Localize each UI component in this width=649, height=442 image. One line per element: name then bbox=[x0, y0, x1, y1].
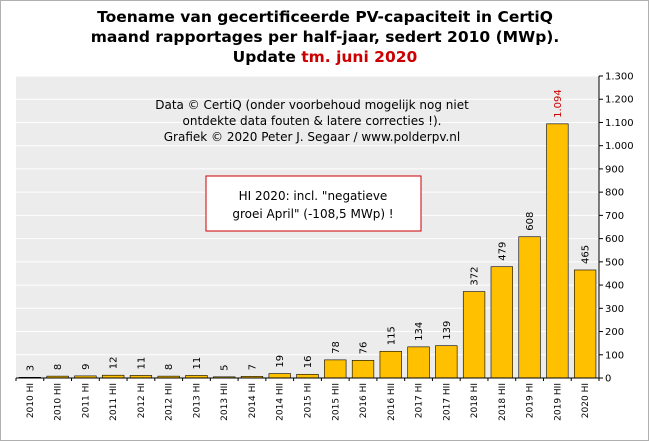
x-tick-label: 2011 HI bbox=[81, 383, 91, 418]
x-tick-label: 2016 HI bbox=[359, 383, 369, 418]
x-tick-label: 2017 HI bbox=[415, 383, 425, 418]
y-tick-label: 500 bbox=[605, 257, 624, 268]
note-line-3: Grafiek © 2020 Peter J. Segaar / www.pol… bbox=[164, 130, 461, 144]
bar bbox=[379, 350, 402, 379]
x-tick-label: 2012 HII bbox=[165, 383, 175, 421]
value-label: 9 bbox=[81, 364, 92, 370]
y-tick-label: 1.300 bbox=[605, 72, 634, 83]
bar bbox=[435, 345, 458, 379]
y-tick-label: 400 bbox=[605, 281, 624, 292]
annotation-box: HI 2020: incl. "negatieve groei April" (… bbox=[205, 175, 422, 232]
value-label: 8 bbox=[53, 364, 64, 370]
title-line-1: Toename van gecertificeerde PV-capacitei… bbox=[97, 8, 553, 26]
x-axis: 2010 HI 2010 HII 2011 HI 2011 HII 2012 HI 201… bbox=[15, 377, 600, 421]
chart-title: Toename van gecertificeerde PV-capacitei… bbox=[91, 8, 560, 66]
value-label: 12 bbox=[109, 356, 120, 369]
update-prefix: Update bbox=[233, 48, 302, 66]
value-label: 5 bbox=[220, 364, 231, 370]
y-tick-label: 1.100 bbox=[605, 118, 634, 129]
y-tick-label: 900 bbox=[605, 164, 624, 175]
x-tick-label: 2020 HI bbox=[581, 383, 591, 418]
bar bbox=[518, 236, 541, 379]
x-tick-label: 2018 HI bbox=[470, 383, 480, 418]
update-date: tm. juni 2020 bbox=[301, 48, 417, 66]
bar bbox=[296, 373, 319, 379]
gridlines bbox=[16, 75, 599, 356]
bar bbox=[351, 360, 375, 379]
value-label: 76 bbox=[359, 342, 370, 355]
y-tick-label: 700 bbox=[605, 211, 624, 222]
x-tick-label: 2019 HI bbox=[526, 383, 536, 418]
bar bbox=[407, 346, 430, 379]
annotation-line-2: groei April" (-108,5 MWp) ! bbox=[232, 207, 393, 221]
y-tick-label: 1.200 bbox=[605, 95, 634, 106]
value-label: 3 bbox=[25, 365, 36, 371]
x-tick-label: 2013 HII bbox=[220, 383, 230, 421]
value-label: 134 bbox=[414, 322, 425, 341]
x-tick-label: 2016 HII bbox=[387, 383, 397, 421]
x-tick-label: 2011 HII bbox=[109, 383, 119, 421]
note-line-2: ontdekte data fouten & latere correcties… bbox=[183, 114, 442, 128]
bar bbox=[268, 373, 291, 379]
y-tick-label: 1.000 bbox=[605, 141, 634, 152]
x-tick-label: 2019 HII bbox=[553, 383, 563, 421]
y-tick-label: 600 bbox=[605, 234, 624, 245]
y-tick-label: 100 bbox=[605, 350, 624, 361]
x-tick-label: 2010 HI bbox=[26, 383, 36, 418]
bar bbox=[573, 269, 597, 379]
bars bbox=[18, 123, 597, 379]
x-tick-label: 2014 HII bbox=[276, 383, 286, 421]
title-line-2: maand rapportages per half-jaar, sedert … bbox=[91, 28, 560, 46]
value-label: 78 bbox=[331, 341, 342, 354]
x-tick-label: 2012 HI bbox=[137, 383, 147, 418]
value-label: 608 bbox=[525, 212, 536, 231]
value-label: 16 bbox=[303, 356, 314, 369]
bar bbox=[324, 359, 347, 379]
x-tick-label: 2018 HII bbox=[498, 383, 508, 421]
value-label: 139 bbox=[442, 321, 453, 340]
value-label: 1.094 bbox=[553, 89, 564, 118]
value-label: 115 bbox=[386, 326, 397, 345]
annotation-box-border bbox=[205, 175, 422, 232]
value-label: 11 bbox=[192, 357, 203, 370]
bar bbox=[546, 123, 569, 379]
y-tick-label: 800 bbox=[605, 188, 624, 199]
y-tick-label: 0 bbox=[605, 374, 611, 385]
title-line-3: Update tm. juni 2020 bbox=[233, 48, 418, 66]
x-tick-label: 2014 HI bbox=[248, 383, 258, 418]
x-tick-label: 2010 HII bbox=[54, 383, 64, 421]
y-axis: 0 100 200 300 400 500 600 700 800 900 1.000 1.100 1.… bbox=[598, 72, 634, 385]
value-label: 19 bbox=[275, 355, 286, 368]
bar bbox=[490, 266, 513, 379]
annotation-line-1: HI 2020: incl. "negatieve bbox=[239, 189, 388, 203]
value-label: 11 bbox=[136, 357, 147, 370]
note-line-1: Data © CertiQ (onder voorbehoud mogelijk… bbox=[155, 98, 469, 112]
value-label: 7 bbox=[247, 364, 258, 370]
x-tick-label: 2015 HII bbox=[331, 383, 341, 421]
value-label: 479 bbox=[497, 242, 508, 261]
bar bbox=[462, 291, 486, 379]
x-tick-label: 2013 HI bbox=[192, 383, 202, 418]
value-label: 372 bbox=[470, 266, 481, 285]
data-source-note: Data © CertiQ (onder voorbehoud mogelijk… bbox=[155, 98, 469, 144]
value-label: 465 bbox=[581, 245, 592, 264]
y-tick-label: 200 bbox=[605, 327, 624, 338]
y-tick-label: 300 bbox=[605, 304, 624, 315]
x-tick-label: 2015 HI bbox=[304, 383, 314, 418]
value-label: 8 bbox=[164, 364, 175, 370]
x-tick-label: 2017 HII bbox=[442, 383, 452, 421]
